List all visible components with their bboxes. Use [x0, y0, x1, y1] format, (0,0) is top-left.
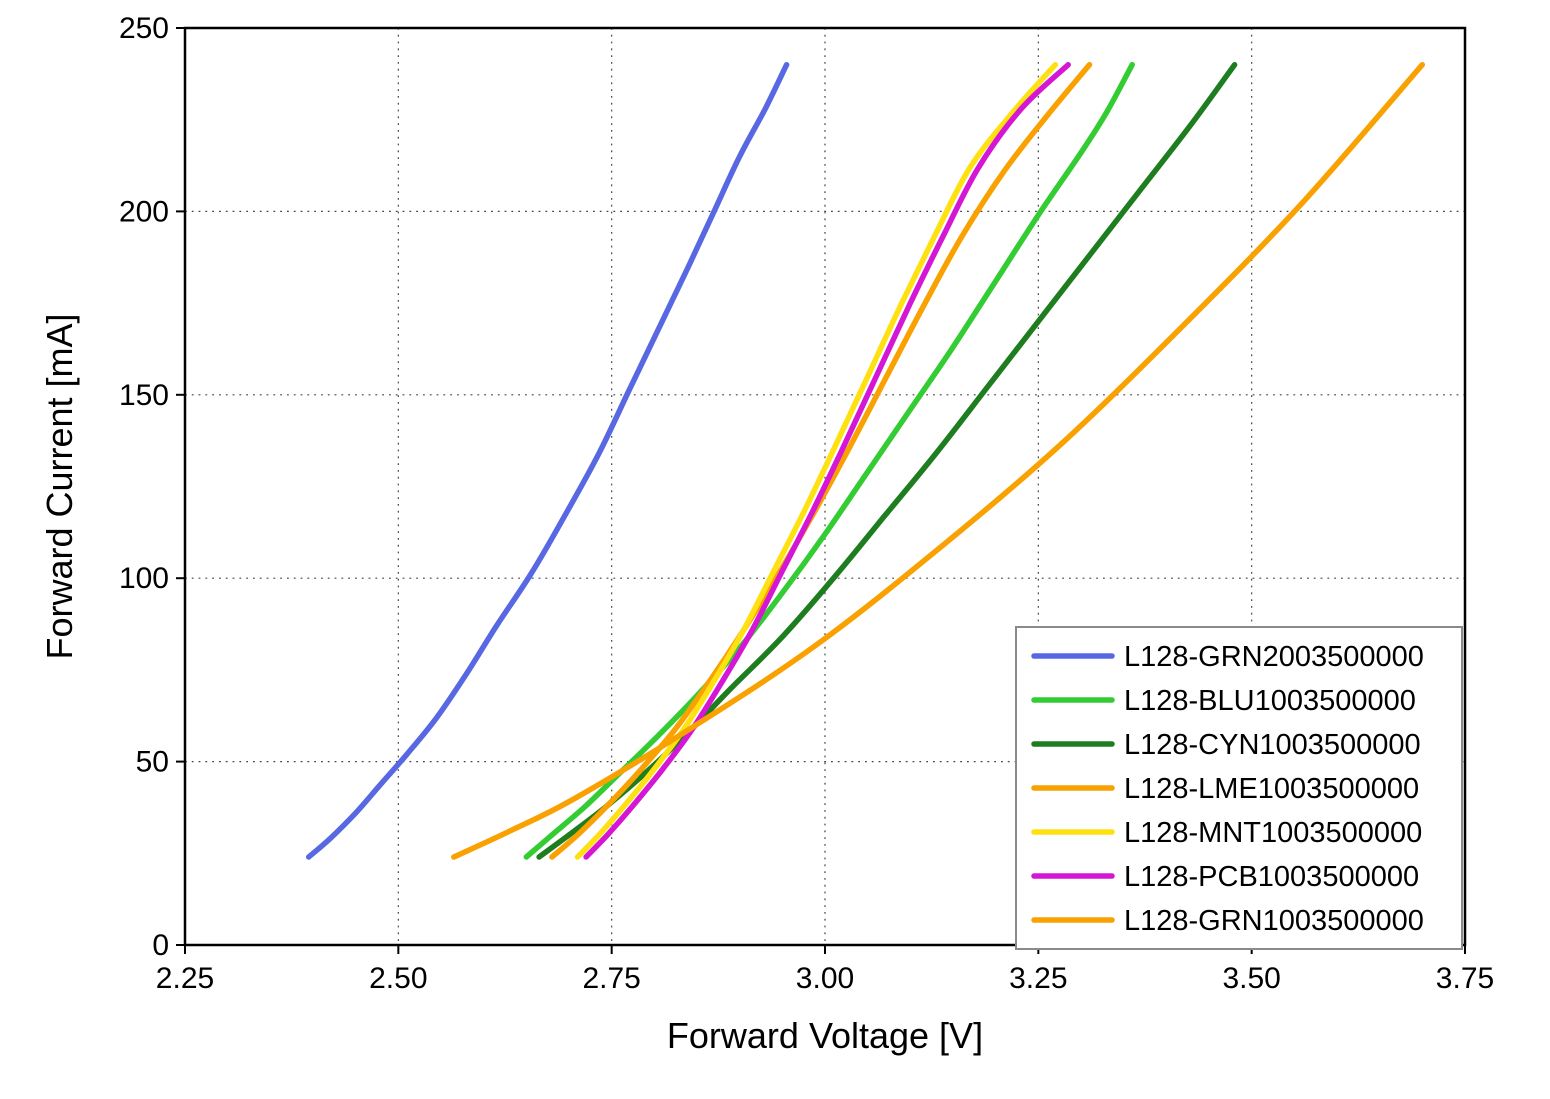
x-tick-label: 3.75 [1436, 962, 1494, 995]
series-curve-L128-MNT1003500000 [574, 61, 1059, 860]
legend-label-L128-MNT1003500000: L128-MNT1003500000 [1124, 817, 1422, 849]
y-tick-label: 250 [119, 12, 169, 45]
grid-lines [185, 28, 1465, 945]
x-axis-label: Forward Voltage [V] [667, 1015, 983, 1056]
legend-label-L128-LME1003500000: L128-LME1003500000 [1124, 773, 1419, 805]
axes: 2.25 2.50 2.75 3.00 3.25 3.50 3.75 0 50 100 150 200… [119, 12, 1494, 995]
x-tick-label: 2.50 [369, 962, 427, 995]
x-tick-label: 3.00 [796, 962, 854, 995]
legend-label-L128-CYN1003500000: L128-CYN1003500000 [1124, 729, 1421, 761]
y-tick-label: 200 [119, 195, 169, 228]
series-curve-L128-GRN2003500000 [305, 61, 790, 860]
legend-label-L128-BLU1003500000: L128-BLU1003500000 [1124, 685, 1416, 717]
series-curve-L128-CYN1003500000 [536, 61, 1238, 860]
legend: L128-GRN2003500000 L128-BLU1003500000 L128… [1015, 626, 1463, 950]
x-tick-label: 2.75 [582, 962, 640, 995]
x-tick-label: 3.50 [1222, 962, 1280, 995]
x-tick-label: 2.25 [156, 962, 214, 995]
y-tick-label: 150 [119, 379, 169, 412]
series-curves [305, 61, 1426, 860]
y-axis-label: Forward Current [mA] [39, 313, 80, 659]
y-tick-label: 100 [119, 562, 169, 595]
series-curve-L128-PCB1003500000 [583, 61, 1071, 860]
series-curve-L128-GRN1003500000 [451, 61, 1426, 860]
y-tick-label: 50 [136, 746, 169, 779]
legend-label-L128-GRN1003500000: L128-GRN1003500000 [1124, 905, 1424, 937]
legend-label-L128-GRN2003500000: L128-GRN2003500000 [1124, 641, 1424, 673]
legend-label-L128-PCB1003500000: L128-PCB1003500000 [1124, 861, 1419, 893]
x-tick-label: 3.25 [1009, 962, 1067, 995]
y-tick-label: 0 [152, 929, 169, 962]
